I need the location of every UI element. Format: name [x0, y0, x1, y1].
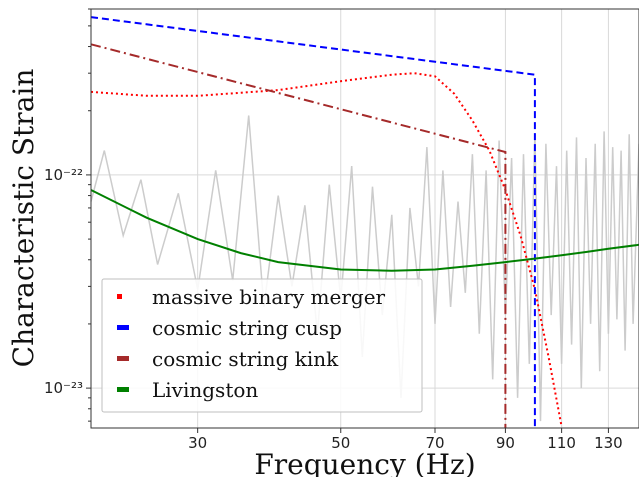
- series-line-3: [90, 43, 507, 428]
- x-tick-label: 50: [331, 434, 350, 452]
- y-tick-label: 10⁻²²: [44, 166, 83, 184]
- plot-series: [90, 16, 639, 428]
- series-line-2: [90, 16, 536, 428]
- plot-noise: [90, 115, 639, 422]
- x-tick-label: 30: [188, 434, 207, 452]
- noise-trace: [90, 115, 639, 422]
- legend: massive binary merger cosmic string cusp c…: [101, 278, 423, 413]
- x-tick-label: 130: [594, 434, 623, 452]
- legend-label: massive binary merger: [152, 285, 386, 309]
- legend-swatch: [117, 387, 129, 392]
- legend-label: cosmic string cusp: [152, 316, 342, 340]
- plot-frame: [90, 8, 639, 429]
- legend-swatch: [117, 294, 122, 299]
- y-tick-label: 10⁻²³: [44, 379, 83, 397]
- legend-label: Livingston: [152, 378, 258, 402]
- legend-swatch: [117, 356, 129, 361]
- x-tick-label: 70: [425, 434, 444, 452]
- x-tick-label: 110: [547, 434, 576, 452]
- y-axis-title: Characteristic Strain: [7, 69, 40, 368]
- legend-box: [101, 278, 423, 413]
- y-axis: 10⁻²³ 10⁻²²: [44, 8, 91, 422]
- legend-swatch: [117, 325, 129, 330]
- legend-label: cosmic string kink: [152, 347, 339, 371]
- x-axis-title: Frequency (Hz): [254, 448, 475, 477]
- series-line-1: [90, 72, 563, 427]
- x-axis: 30 50 70 90 110 130: [188, 428, 623, 452]
- series-line-4: [90, 189, 639, 272]
- x-tick-label: 90: [496, 434, 515, 452]
